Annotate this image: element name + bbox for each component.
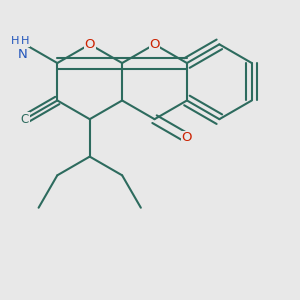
- Text: N: N: [17, 48, 27, 61]
- Text: O: O: [85, 38, 95, 51]
- Text: H: H: [11, 36, 20, 46]
- Text: O: O: [149, 38, 160, 51]
- Text: H: H: [21, 36, 29, 46]
- Text: O: O: [182, 131, 192, 144]
- Text: C: C: [21, 113, 29, 126]
- Text: N: N: [0, 130, 1, 142]
